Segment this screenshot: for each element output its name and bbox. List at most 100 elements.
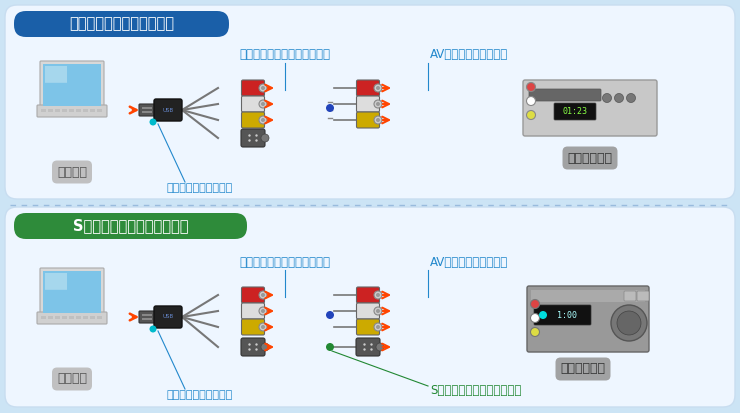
FancyBboxPatch shape <box>241 80 264 96</box>
Bar <box>43 64 101 106</box>
Circle shape <box>259 307 267 315</box>
FancyBboxPatch shape <box>554 103 596 120</box>
Bar <box>83 109 88 112</box>
Circle shape <box>376 293 380 297</box>
Bar <box>90 316 95 319</box>
Circle shape <box>259 84 267 92</box>
Circle shape <box>526 83 536 92</box>
Circle shape <box>376 325 380 329</box>
Circle shape <box>261 325 265 329</box>
Circle shape <box>614 93 624 102</box>
Circle shape <box>602 93 611 102</box>
Circle shape <box>261 118 265 122</box>
Text: パソコン: パソコン <box>57 373 87 385</box>
FancyBboxPatch shape <box>139 311 157 323</box>
Text: パソコン: パソコン <box>57 166 87 178</box>
FancyBboxPatch shape <box>357 303 380 319</box>
Text: AVケーブル（別売り）: AVケーブル（別売り） <box>430 48 508 62</box>
Text: ビデオキャプチャ本体: ビデオキャプチャ本体 <box>167 390 233 400</box>
Bar <box>76 316 81 319</box>
FancyBboxPatch shape <box>241 303 264 319</box>
Bar <box>76 109 81 112</box>
FancyBboxPatch shape <box>5 207 735 407</box>
Circle shape <box>259 116 267 124</box>
Bar <box>41 316 46 319</box>
FancyBboxPatch shape <box>40 61 104 109</box>
Bar <box>531 290 645 302</box>
FancyBboxPatch shape <box>624 291 636 301</box>
Bar <box>48 109 53 112</box>
FancyBboxPatch shape <box>241 112 264 128</box>
FancyBboxPatch shape <box>139 104 157 116</box>
Circle shape <box>255 134 258 137</box>
Text: Sビデオ出力と接続する場合: Sビデオ出力と接続する場合 <box>73 218 188 233</box>
Text: 1:00: 1:00 <box>557 311 577 320</box>
Circle shape <box>249 343 251 346</box>
Circle shape <box>261 86 265 90</box>
FancyBboxPatch shape <box>14 11 229 37</box>
FancyBboxPatch shape <box>40 268 104 316</box>
Circle shape <box>255 348 258 351</box>
Text: AVケーブル（別売り）: AVケーブル（別売り） <box>430 256 508 268</box>
Bar <box>97 316 102 319</box>
Text: USB: USB <box>163 315 174 320</box>
FancyBboxPatch shape <box>154 99 182 121</box>
FancyBboxPatch shape <box>357 112 380 128</box>
Text: オーディオケーブル（付属）: オーディオケーブル（付属） <box>240 48 331 62</box>
FancyBboxPatch shape <box>14 213 247 239</box>
Bar <box>69 316 74 319</box>
Circle shape <box>261 343 269 351</box>
Circle shape <box>255 343 258 346</box>
FancyBboxPatch shape <box>356 338 380 356</box>
Circle shape <box>376 343 384 351</box>
Circle shape <box>259 291 267 299</box>
Circle shape <box>326 104 334 112</box>
Circle shape <box>526 97 536 105</box>
Circle shape <box>531 299 539 309</box>
Bar <box>97 109 102 112</box>
Circle shape <box>374 307 382 315</box>
Bar <box>142 314 152 316</box>
Circle shape <box>376 118 380 122</box>
Text: 01:23: 01:23 <box>562 107 588 116</box>
Text: ビデオデッキ: ビデオデッキ <box>560 363 605 375</box>
Bar <box>55 109 60 112</box>
FancyBboxPatch shape <box>357 80 380 96</box>
Circle shape <box>363 343 366 346</box>
Circle shape <box>376 309 380 313</box>
Circle shape <box>526 111 536 119</box>
FancyBboxPatch shape <box>241 338 265 356</box>
Circle shape <box>617 311 641 335</box>
Circle shape <box>259 323 267 331</box>
FancyBboxPatch shape <box>534 305 591 325</box>
Bar <box>62 109 67 112</box>
Circle shape <box>261 293 265 297</box>
FancyBboxPatch shape <box>241 96 264 112</box>
Circle shape <box>363 348 366 351</box>
FancyBboxPatch shape <box>357 96 380 112</box>
FancyBboxPatch shape <box>529 89 601 101</box>
Circle shape <box>539 311 547 319</box>
Bar <box>142 111 152 113</box>
Circle shape <box>249 134 251 137</box>
FancyBboxPatch shape <box>357 287 380 303</box>
Circle shape <box>255 139 258 142</box>
Text: Sビデオケーブル（別売り）: Sビデオケーブル（別売り） <box>430 384 522 396</box>
Circle shape <box>149 325 156 332</box>
Circle shape <box>374 291 382 299</box>
FancyBboxPatch shape <box>5 5 735 199</box>
FancyBboxPatch shape <box>37 312 107 324</box>
Circle shape <box>326 343 334 351</box>
Bar <box>48 316 53 319</box>
Circle shape <box>261 134 269 142</box>
Circle shape <box>249 139 251 142</box>
Circle shape <box>627 93 636 102</box>
Bar <box>43 271 101 313</box>
Text: ビデオデッキ: ビデオデッキ <box>568 152 613 164</box>
Text: オーディオケーブル（付属）: オーディオケーブル（付属） <box>240 256 331 268</box>
FancyBboxPatch shape <box>357 319 380 335</box>
Bar <box>83 316 88 319</box>
Circle shape <box>374 84 382 92</box>
Circle shape <box>149 119 156 126</box>
Circle shape <box>376 86 380 90</box>
